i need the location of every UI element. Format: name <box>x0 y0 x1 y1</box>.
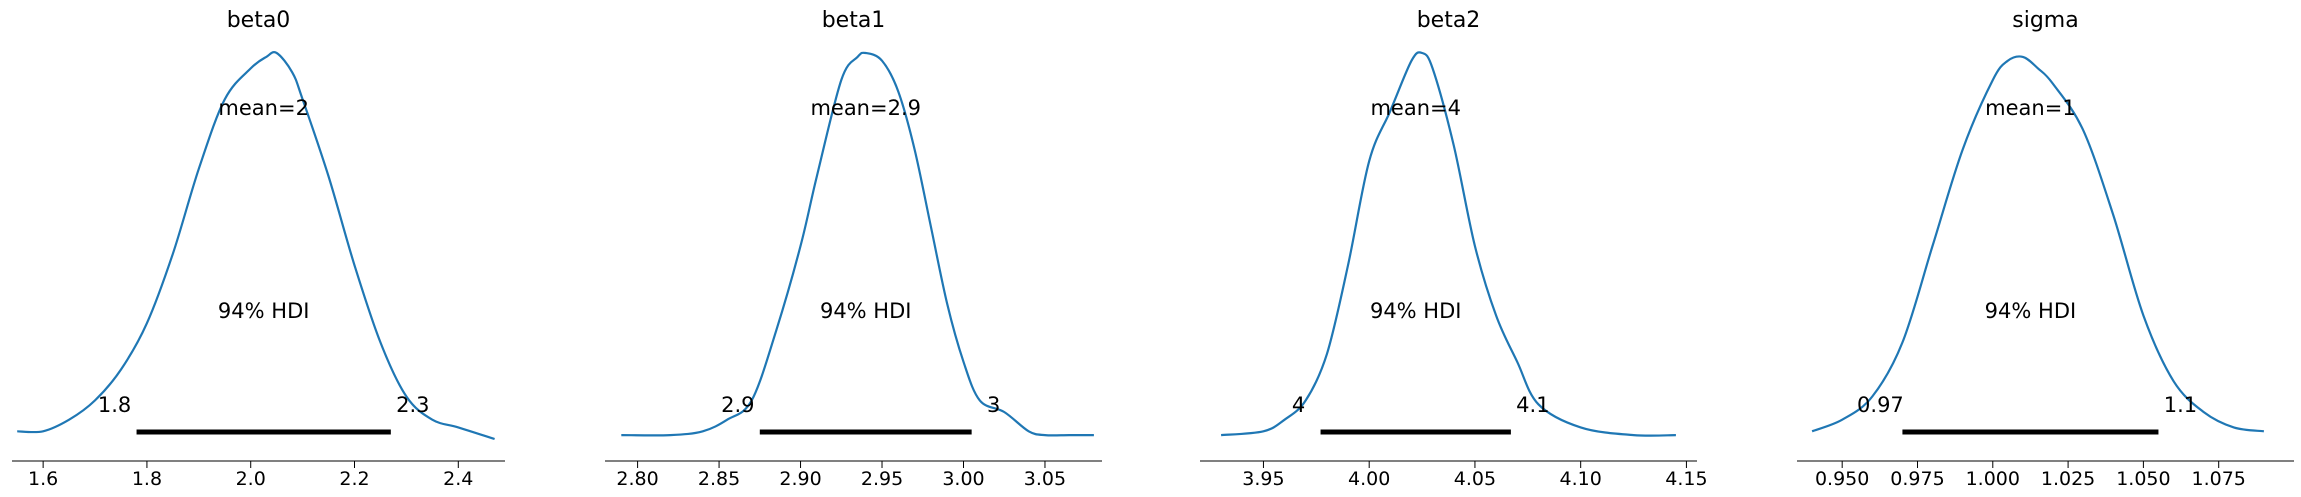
x-tick-label: 2.2 <box>339 468 369 490</box>
x-tick-label: 2.4 <box>443 468 473 490</box>
x-tick-label: 2.80 <box>616 468 658 490</box>
x-tick-label: 4.10 <box>1560 468 1602 490</box>
hdi-low-label: 0.97 <box>1857 393 1904 417</box>
mean-label: mean=1 <box>1985 96 2076 120</box>
x-tick-label: 1.025 <box>2041 468 2095 490</box>
subplot-sigma: sigma 0.950 0.975 1.000 1.025 1.050 1.075 mea… <box>1797 8 2294 490</box>
subplot-title: beta0 <box>227 8 291 33</box>
x-ticks: 3.95 4.00 4.05 4.10 4.15 <box>1242 461 1708 490</box>
mean-label: mean=4 <box>1370 96 1461 120</box>
subplot-beta0: beta0 1.6 1.8 2.0 2.2 2.4 mean=2 94% HDI 1.8… <box>12 8 505 490</box>
hdi-high-label: 4.1 <box>1516 393 1549 417</box>
x-tick-label: 2.85 <box>698 468 740 490</box>
x-tick-label: 0.975 <box>1890 468 1944 490</box>
x-tick-label: 1.075 <box>2191 468 2245 490</box>
x-tick-label: 4.05 <box>1454 468 1496 490</box>
subplot-title: beta2 <box>1417 8 1481 33</box>
x-tick-label: 3.05 <box>1024 468 1066 490</box>
x-tick-label: 1.8 <box>132 468 162 490</box>
hdi-label: 94% HDI <box>1985 299 2077 323</box>
x-ticks: 2.80 2.85 2.90 2.95 3.00 3.05 <box>616 461 1066 490</box>
subplot-title: sigma <box>2012 8 2078 33</box>
x-tick-label: 1.050 <box>2116 468 2170 490</box>
x-tick-label: 2.90 <box>779 468 821 490</box>
hdi-high-label: 3 <box>987 393 1000 417</box>
hdi-high-label: 2.3 <box>396 393 429 417</box>
x-tick-label: 3.00 <box>942 468 984 490</box>
hdi-label: 94% HDI <box>218 299 310 323</box>
kde-line <box>17 51 495 441</box>
hdi-low-label: 1.8 <box>98 393 131 417</box>
x-tick-label: 3.95 <box>1242 468 1284 490</box>
mean-label: mean=2.9 <box>810 96 921 120</box>
kde-line <box>1221 51 1676 437</box>
x-tick-label: 4.15 <box>1665 468 1707 490</box>
subplot-title: beta1 <box>822 8 886 33</box>
subplot-beta1: beta1 2.80 2.85 2.90 2.95 3.00 3.05 mean=2.9 … <box>605 8 1102 490</box>
hdi-label: 94% HDI <box>1370 299 1462 323</box>
kde-line <box>1811 55 2265 433</box>
hdi-low-label: 2.9 <box>721 393 754 417</box>
mean-label: mean=2 <box>218 96 309 120</box>
x-ticks: 0.950 0.975 1.000 1.025 1.050 1.075 <box>1815 461 2246 490</box>
x-tick-label: 2.95 <box>861 468 903 490</box>
x-tick-label: 4.00 <box>1348 468 1390 490</box>
x-ticks: 1.6 1.8 2.0 2.2 2.4 <box>28 461 473 490</box>
hdi-low-label: 4 <box>1292 393 1305 417</box>
hdi-label: 94% HDI <box>820 299 912 323</box>
kde-line <box>621 51 1094 437</box>
subplot-beta2: beta2 3.95 4.00 4.05 4.10 4.15 mean=4 94% HD… <box>1200 8 1708 490</box>
x-tick-label: 2.0 <box>236 468 266 490</box>
x-tick-label: 1.6 <box>28 468 58 490</box>
x-tick-label: 1.000 <box>1966 468 2020 490</box>
x-tick-label: 0.950 <box>1815 468 1869 490</box>
hdi-high-label: 1.1 <box>2164 393 2197 417</box>
